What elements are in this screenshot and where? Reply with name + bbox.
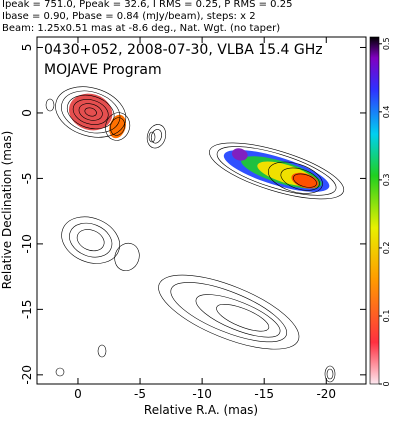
y-tick-label: 5 (20, 44, 34, 52)
y-tick-label: -5 (20, 172, 34, 184)
y-axis-label: Relative Declination (mas) (0, 131, 14, 290)
y-tick-label: -20 (20, 365, 34, 385)
contour-map (45, 86, 345, 383)
plot-frame (36, 36, 367, 385)
plot-subtitle: MOJAVE Program (44, 62, 162, 78)
colorbar-tick-label: 0.5 (382, 37, 391, 50)
y-tick-label: -10 (20, 234, 34, 254)
x-tick-label: -20 (316, 387, 336, 401)
x-tick-label: -5 (134, 387, 146, 401)
colorbar-tick-label: 0.4 (382, 105, 391, 118)
x-tick-label: -10 (192, 387, 212, 401)
y-tick-label: -15 (20, 300, 34, 320)
plot-title: 0430+052, 2008-07-30, VLBA 15.4 GHz (44, 42, 323, 58)
header-line: Ibase = 0.90, Pbase = 0.84 (mJy/beam), s… (2, 11, 256, 22)
colorbar-tick-label: 0.2 (382, 242, 391, 255)
colorbar (369, 36, 380, 385)
x-axis-label: Relative R.A. (mas) (144, 403, 258, 417)
colorbar-tick-label: 0.3 (382, 174, 391, 187)
y-tick-label: 0 (20, 109, 34, 117)
header-line: Beam: 1.25x0.51 mas at -8.6 deg., Nat. W… (2, 23, 280, 34)
x-tick-label: 0 (74, 387, 82, 401)
colorbar-tick-label: 0.1 (382, 310, 391, 323)
colorbar-tick-label: 0 (382, 381, 391, 386)
header-line: Ipeak = 751.0, Ppeak = 32.6, I RMS = 0.2… (2, 0, 292, 10)
x-tick-label: -15 (254, 387, 274, 401)
